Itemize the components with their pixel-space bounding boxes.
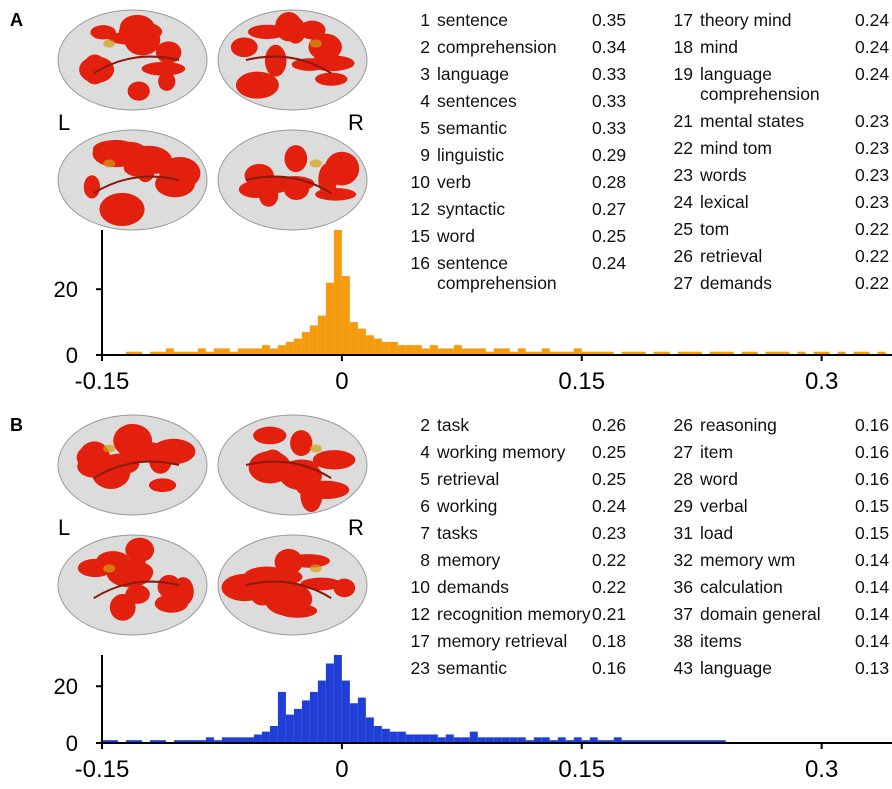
histogram-bar <box>278 692 286 743</box>
histogram-bar <box>374 339 382 355</box>
x-tick-label: -0.15 <box>75 756 130 783</box>
histogram-bar <box>310 325 318 355</box>
histograms: 020-0.1500.150.3020-0.1500.150.3 <box>0 0 892 789</box>
histogram-bar <box>350 322 358 355</box>
histogram-bar <box>406 345 414 355</box>
histogram-bar <box>366 335 374 355</box>
histogram-bar <box>398 732 406 743</box>
histogram-bar <box>278 345 286 355</box>
histogram-bar <box>422 734 430 743</box>
x-tick-label: 0.15 <box>558 368 605 395</box>
histogram-bar <box>382 342 390 355</box>
x-tick-label: 0.3 <box>805 368 838 395</box>
histogram-bar <box>390 732 398 743</box>
y-tick-label: 0 <box>66 343 78 368</box>
histogram-bar <box>358 329 366 355</box>
histogram-bar <box>286 342 294 355</box>
histogram-bar <box>326 283 334 355</box>
histogram-bar <box>342 276 350 355</box>
histogram-bar <box>286 715 294 743</box>
histogram-bar <box>326 664 334 743</box>
x-tick-label: 0 <box>335 756 348 783</box>
y-tick-label: 20 <box>54 674 78 699</box>
x-tick-label: 0.3 <box>805 756 838 783</box>
x-tick-label: -0.15 <box>75 368 130 395</box>
x-tick-label: 0 <box>335 368 348 395</box>
histogram-bar <box>254 734 262 743</box>
histogram-bar <box>334 230 342 355</box>
histogram-bar <box>262 732 270 743</box>
histogram-bar <box>318 681 326 743</box>
histogram-bar <box>294 339 302 355</box>
histogram-bar <box>446 734 454 743</box>
histogram-bar <box>302 700 310 743</box>
histogram-bar <box>414 734 422 743</box>
histogram-bar <box>406 734 414 743</box>
histogram-bar <box>318 316 326 355</box>
y-tick-label: 20 <box>54 277 78 302</box>
figure: ALR1sentence0.352comprehension0.343langu… <box>0 0 892 789</box>
histogram-bar <box>374 726 382 743</box>
x-tick-label: 0.15 <box>558 756 605 783</box>
histogram-bar <box>342 681 350 743</box>
histogram-bar <box>366 717 374 743</box>
histogram-bar <box>382 729 390 743</box>
histogram-bar <box>294 709 302 743</box>
histogram-bar <box>390 342 398 355</box>
histogram-bar <box>430 345 438 355</box>
histogram-bar <box>454 345 462 355</box>
histogram-bar <box>358 698 366 743</box>
histogram-bar <box>270 726 278 743</box>
histogram-bar <box>398 345 406 355</box>
histogram-bar <box>334 655 342 743</box>
histogram-bar <box>350 703 358 743</box>
histogram-bar <box>262 345 270 355</box>
histogram-bar <box>302 332 310 355</box>
histogram-bar <box>430 734 438 743</box>
histogram-bar <box>470 732 478 743</box>
y-tick-label: 0 <box>66 731 78 756</box>
histogram-bar <box>310 692 318 743</box>
histogram-bar <box>414 345 422 355</box>
